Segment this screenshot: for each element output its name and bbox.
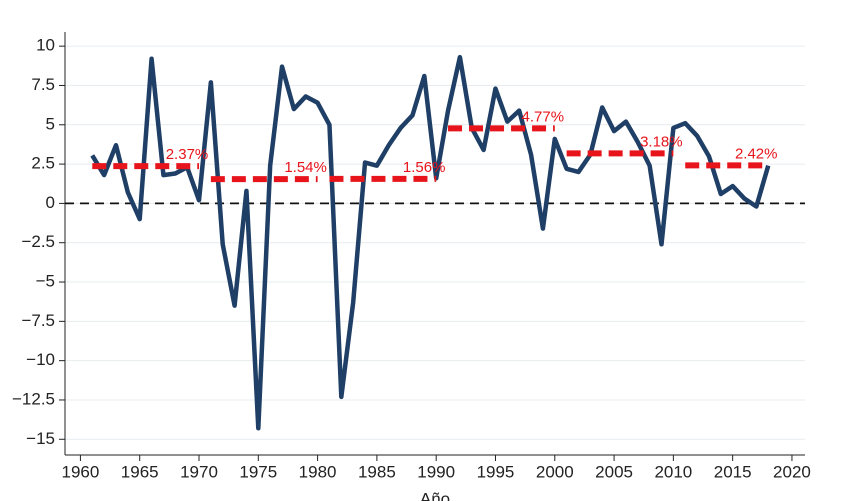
x-tick-label: 1985: [358, 462, 396, 481]
average-label: 3.18%: [640, 133, 683, 150]
y-tick-label: 5: [46, 114, 55, 133]
average-label: 1.54%: [284, 159, 327, 176]
x-tick-label: 2010: [654, 462, 692, 481]
y-tick-label: 7.5: [31, 75, 55, 94]
y-tick-label: −2.5: [21, 232, 55, 251]
y-tick-label: 0: [46, 193, 55, 212]
y-tick-label: 10: [36, 36, 55, 55]
data-line: [90, 54, 771, 431]
x-axis-label: Año: [420, 489, 450, 501]
y-tick-label: −15: [26, 429, 55, 448]
average-label: 1.56%: [403, 159, 446, 176]
x-tick-label: 2015: [714, 462, 752, 481]
x-tick-label: 2020: [773, 462, 811, 481]
average-label: 4.77%: [522, 108, 565, 125]
y-tick-label: −5: [36, 272, 55, 291]
x-tick-label: 1990: [417, 462, 455, 481]
x-tick-label: 1965: [121, 462, 159, 481]
y-tick-label: −12.5: [12, 389, 55, 408]
x-tick-label: 1975: [239, 462, 277, 481]
x-tick-label: 1970: [180, 462, 218, 481]
y-tick-label: −7.5: [21, 311, 55, 330]
x-tick-label: 2000: [536, 462, 574, 481]
x-tick-label: 1960: [62, 462, 100, 481]
x-tick-label: 2005: [595, 462, 633, 481]
plot-area: [65, 32, 805, 455]
y-tick-label: 2.5: [31, 154, 55, 173]
x-tick-label: 1995: [477, 462, 515, 481]
x-tick-label: 1980: [299, 462, 337, 481]
average-label: 2.37%: [166, 146, 209, 163]
average-label: 2.42%: [735, 145, 778, 162]
y-tick-label: −10: [26, 350, 55, 369]
